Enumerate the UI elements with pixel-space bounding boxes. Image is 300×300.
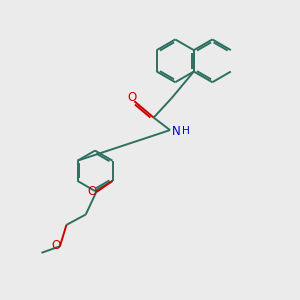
Text: O: O [88, 185, 97, 198]
Text: O: O [51, 239, 61, 252]
Text: O: O [127, 91, 136, 103]
Text: N: N [172, 125, 181, 138]
Text: H: H [182, 126, 189, 136]
